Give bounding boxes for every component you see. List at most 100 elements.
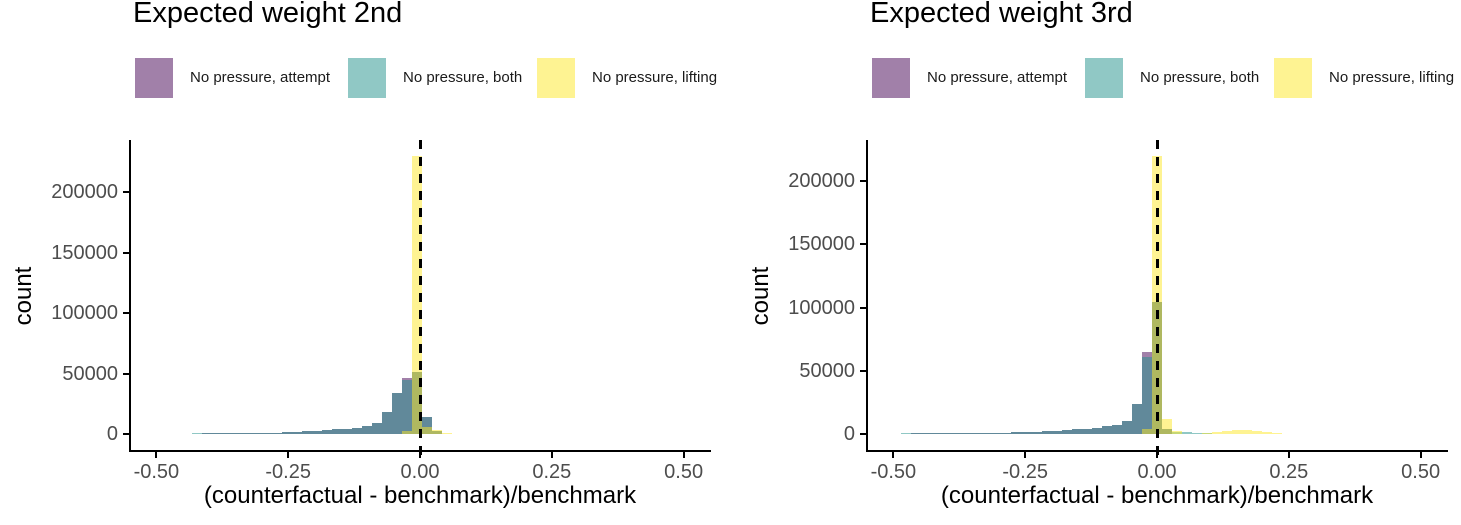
zero-reference-dashed-line xyxy=(1155,140,1159,456)
histogram-bar xyxy=(1051,430,1062,434)
y-axis-line xyxy=(866,140,868,451)
legend-label: No pressure, lifting xyxy=(592,69,718,86)
histogram-bar xyxy=(392,392,403,434)
y-axis-title: count xyxy=(10,266,37,326)
histogram-bar xyxy=(1131,403,1142,434)
plot-area: 0 50000 100000 150000 200000 -0.50 -0.25 0.00 0.… xyxy=(737,0,1461,525)
legend-label: No pressure, lifting xyxy=(1329,69,1455,86)
histogram-bar xyxy=(251,433,262,434)
y-tick-label: 0 xyxy=(843,423,855,445)
histogram-bar xyxy=(281,432,292,434)
histogram-bar xyxy=(422,417,433,434)
y-tick-mark xyxy=(123,372,129,375)
histogram-bar xyxy=(1201,432,1212,434)
histogram-bar xyxy=(331,429,342,434)
histogram-bar xyxy=(341,428,352,434)
histogram-bar xyxy=(1031,431,1042,434)
panel-expected-weight-3rd: Expected weight 3rd No pressure, attempt… xyxy=(737,0,1461,525)
x-axis-title: (counterfactual - benchmark)/benchmark xyxy=(203,482,637,509)
legend-swatch-attempt xyxy=(135,58,173,98)
histogram-bar xyxy=(1221,430,1232,434)
y-axis-line xyxy=(129,140,131,451)
x-tick-label: 0.25 xyxy=(532,461,572,483)
histogram-bar xyxy=(951,433,962,434)
histogram-bar xyxy=(1041,431,1052,434)
y-tick-mark xyxy=(860,306,866,309)
histogram-bar xyxy=(351,427,362,434)
x-tick-label: -0.25 xyxy=(265,461,311,483)
legend-swatch-lifting xyxy=(537,58,575,98)
histogram-bar xyxy=(1121,421,1132,434)
x-tick-label: 0.25 xyxy=(1269,461,1309,483)
x-tick-mark xyxy=(892,452,895,458)
x-tick-label: -0.25 xyxy=(1002,461,1048,483)
y-tick-mark xyxy=(123,312,129,314)
histogram-bar xyxy=(372,422,383,434)
x-tick-label: 0.50 xyxy=(1401,461,1441,483)
histogram-bar xyxy=(961,433,972,434)
y-tick-mark xyxy=(860,180,866,183)
x-tick-label: 0.00 xyxy=(400,461,440,483)
y-tick-mark xyxy=(123,191,129,194)
histogram-bar xyxy=(1231,430,1242,434)
histogram-bar xyxy=(1171,431,1182,434)
histogram-bar xyxy=(1141,357,1152,434)
histogram-bar xyxy=(1191,432,1202,434)
legend-swatch-attempt xyxy=(872,58,910,98)
histogram-bar xyxy=(901,433,912,434)
histogram-bar xyxy=(971,433,982,434)
histogram-bar xyxy=(311,430,322,434)
histogram-bar xyxy=(301,431,312,434)
x-tick-mark xyxy=(682,452,685,458)
x-tick-mark xyxy=(1419,452,1422,458)
legend-swatch-both xyxy=(348,58,386,98)
panel-expected-weight-2nd: Expected weight 2nd No pressure, attempt… xyxy=(0,0,730,525)
legend-label: No pressure, both xyxy=(403,69,523,86)
histogram-bar xyxy=(991,432,1002,434)
histogram-bar xyxy=(402,380,413,434)
histogram-bar xyxy=(1271,433,1282,434)
plot-title: Expected weight 2nd xyxy=(133,0,403,29)
y-tick-label: 100000 xyxy=(51,302,118,324)
histogram-bar xyxy=(241,433,252,434)
y-tick-label: 50000 xyxy=(799,359,855,382)
histogram-bar xyxy=(1061,429,1072,434)
histogram-bar xyxy=(1101,426,1112,434)
histogram-bar xyxy=(1261,432,1272,434)
histogram-bar xyxy=(321,430,332,434)
legend-swatch-lifting xyxy=(1274,58,1312,98)
histogram-bar xyxy=(1181,432,1192,434)
y-axis-title: count xyxy=(747,266,774,326)
x-tick-label: 0.00 xyxy=(1137,461,1177,483)
plot-area: 0 50000 100000 150000 200000 -0.50 -0.25 0.00 0.… xyxy=(0,0,730,525)
y-tick-label: 50000 xyxy=(62,362,118,385)
histogram-bar xyxy=(432,430,443,434)
y-tick-label: 0 xyxy=(106,423,118,445)
y-tick-mark xyxy=(123,251,129,254)
histogram-bar xyxy=(911,433,922,434)
x-tick-mark xyxy=(1287,452,1290,458)
histogram-bar xyxy=(382,412,393,434)
histogram-bar xyxy=(1091,427,1102,434)
x-tick-mark xyxy=(550,452,553,458)
histogram-bar xyxy=(1081,428,1092,434)
y-tick-label: 200000 xyxy=(51,181,118,204)
plot-title: Expected weight 3rd xyxy=(870,0,1133,29)
histogram-bar xyxy=(362,426,373,434)
histogram-bar xyxy=(1001,432,1012,434)
x-tick-mark xyxy=(1024,452,1027,458)
histogram-bar xyxy=(402,430,413,434)
legend: No pressure, attempt No pressure, both N… xyxy=(0,58,730,98)
histogram-bar xyxy=(442,432,453,434)
histogram-bar xyxy=(1021,431,1032,434)
histogram-bar xyxy=(412,155,423,434)
legend-label: No pressure, attempt xyxy=(190,69,331,86)
legend-label: No pressure, attempt xyxy=(927,69,1068,86)
y-tick-mark xyxy=(860,433,866,435)
histogram-bar xyxy=(941,433,952,434)
histogram-bar xyxy=(201,433,212,434)
histogram-bar xyxy=(1241,430,1252,434)
histogram-bar xyxy=(921,433,932,434)
histogram-bar xyxy=(291,431,302,434)
